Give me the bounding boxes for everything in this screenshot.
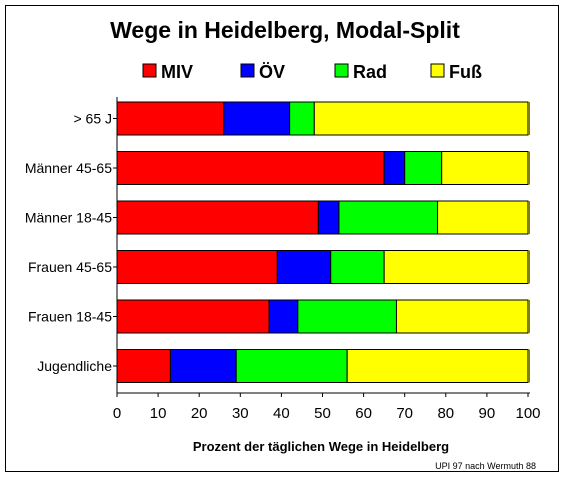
x-tick-label-8: 80 (437, 405, 454, 422)
x-tick-label-6: 60 (355, 405, 372, 422)
category-label-0: > 65 J (73, 111, 112, 127)
x-tick-label-10: 100 (515, 405, 540, 422)
bar-1-1 (383, 151, 406, 185)
category-label-4: Frauen 18-45 (28, 309, 112, 325)
bar-0-1 (223, 101, 291, 136)
bar-2-3 (437, 200, 529, 235)
bar-edge-4 (528, 300, 530, 333)
legend-swatch-2 (334, 63, 349, 78)
category-label-3: Frauen 45-65 (28, 259, 112, 275)
legend-label-1: ÖV (259, 62, 285, 82)
bar-2-0 (116, 200, 319, 235)
category-label-1: Männer 45-65 (25, 160, 112, 176)
bar-edge-2 (528, 201, 530, 234)
x-tick-label-5: 50 (314, 405, 331, 422)
x-tick-labels: 0 10 20 30 40 50 60 70 80 90 100 (113, 405, 541, 422)
bar-3-1 (276, 250, 332, 284)
bar-3-0 (116, 250, 278, 284)
bar-edge-0 (528, 102, 530, 135)
bar-2-1 (317, 200, 340, 235)
bar-0-0 (116, 101, 225, 136)
legend-label-3: Fuß (449, 62, 482, 82)
bar-4-3 (395, 299, 529, 334)
x-tick-label-4: 40 (273, 405, 290, 422)
x-axis-label: Prozent der täglichen Wege in Heidelberg (193, 439, 449, 454)
bar-0-2 (289, 101, 315, 136)
bar-2-2 (338, 200, 439, 235)
x-tick-label-1: 10 (150, 405, 167, 422)
source-note: UPI 97 nach Wermuth 88 (435, 461, 536, 471)
legend-label-2: Rad (353, 62, 387, 82)
chart-title: Wege in Heidelberg, Modal-Split (110, 17, 460, 43)
bar-1-2 (404, 151, 443, 185)
bar-4-0 (116, 299, 270, 334)
category-label-5: Jugendliche (37, 358, 112, 374)
legend-swatch-1 (240, 63, 255, 78)
bar-4-1 (268, 299, 299, 334)
x-tick-label-2: 20 (191, 405, 208, 422)
x-tick-label-3: 30 (232, 405, 249, 422)
category-labels: > 65 J Männer 45-65 Männer 18-45 Frauen 45-… (25, 111, 112, 375)
bar-5-3 (346, 349, 529, 383)
legend-label-0: MIV (161, 62, 193, 82)
x-tick-label-7: 70 (396, 405, 413, 422)
x-tick-label-0: 0 (113, 405, 121, 422)
legend: MIV ÖV Rad Fuß (142, 62, 482, 82)
bar-3-2 (330, 250, 385, 284)
bar-1-0 (116, 151, 385, 185)
bar-edge-3 (528, 250, 530, 284)
bar-edge-5 (528, 349, 530, 383)
bar-1-3 (441, 151, 529, 185)
x-tick-label-9: 90 (479, 405, 496, 422)
bar-5-0 (116, 349, 171, 383)
bar-3-3 (383, 250, 529, 284)
chart-frame (5, 5, 559, 472)
bar-edge-1 (528, 151, 530, 185)
bars (116, 101, 530, 383)
bar-0-3 (313, 101, 529, 136)
legend-swatch-0 (142, 63, 157, 78)
bar-4-2 (297, 299, 397, 334)
category-label-2: Männer 18-45 (25, 210, 112, 226)
axes (113, 97, 530, 397)
legend-swatch-3 (430, 63, 445, 78)
bar-5-2 (235, 349, 348, 383)
bar-5-1 (169, 349, 237, 383)
